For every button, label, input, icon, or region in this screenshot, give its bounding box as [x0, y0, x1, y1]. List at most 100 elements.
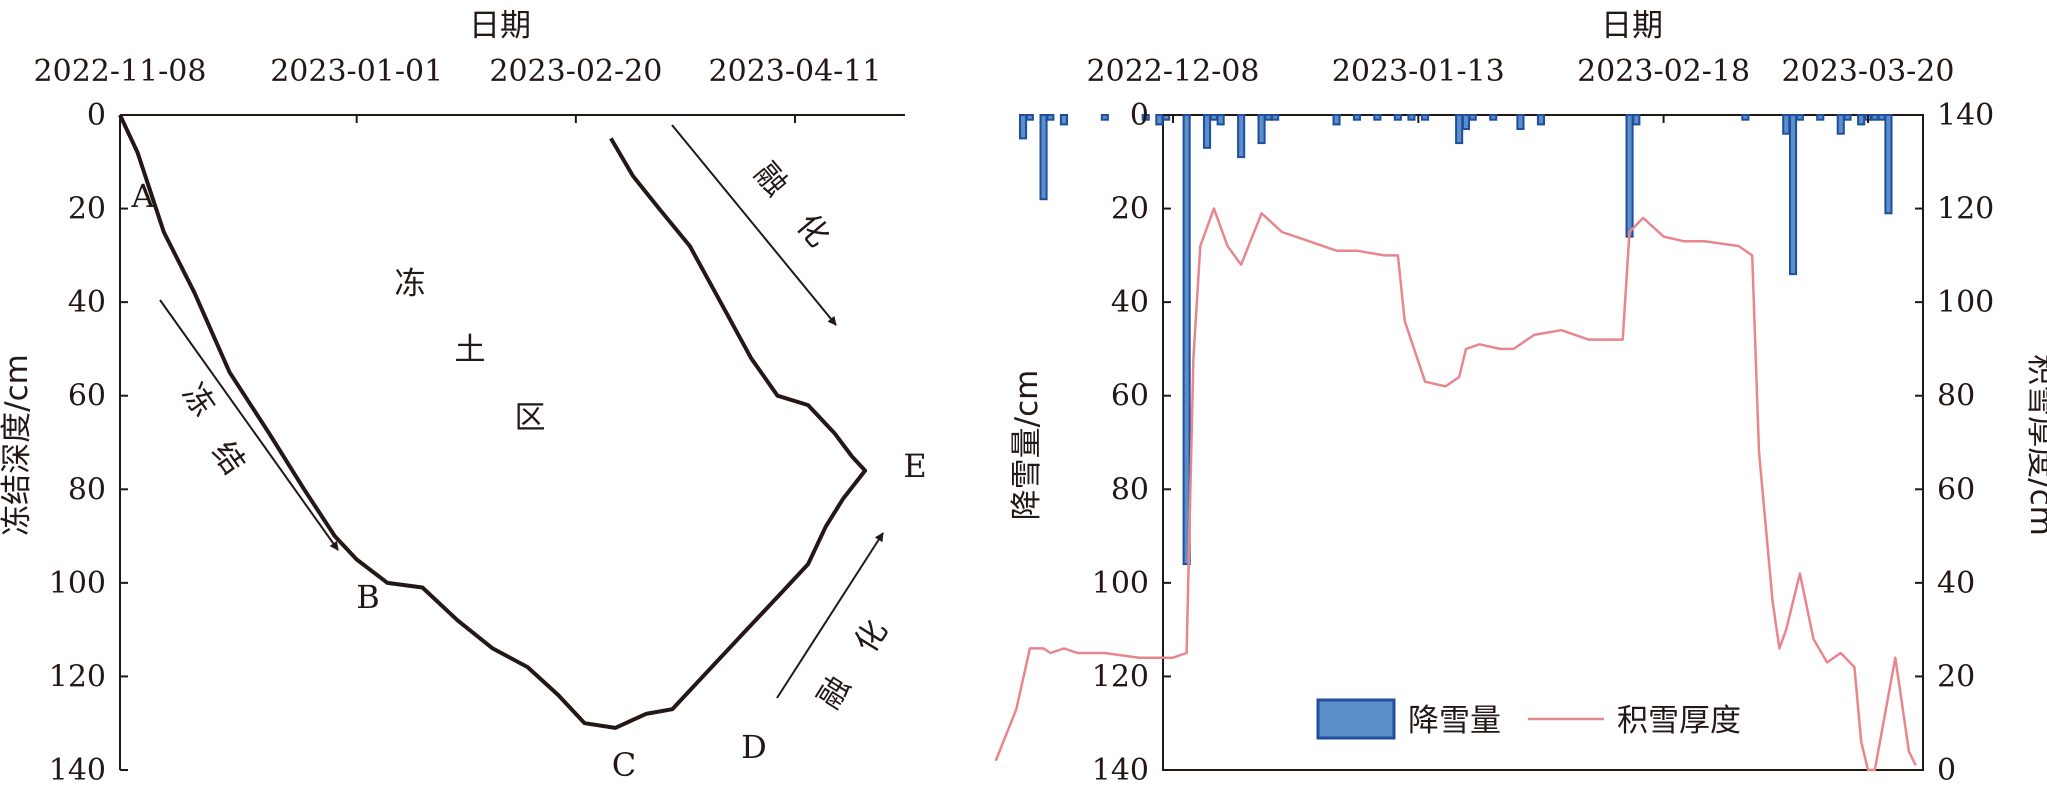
snowfall-bar [1156, 115, 1162, 124]
right-x-ticks: 2022-12-08 2023-01-13 2023-02-18 2023-03-20 [1087, 54, 1955, 123]
legend: 降雪量 积雪厚度 [1318, 700, 1741, 739]
snowfall-bar [1395, 115, 1401, 120]
melt-top-label-char-1: 融 [747, 156, 795, 203]
left-y-tick-label: 60 [68, 379, 106, 414]
right-plot-frame [1163, 115, 1923, 770]
right-right-y-tick-label: 100 [1937, 285, 1994, 320]
freeze-label-char-1: 冻 [175, 377, 222, 423]
snowfall-bar [1858, 115, 1864, 124]
snowfall-bar [1783, 115, 1789, 134]
snowfall-bar [1742, 115, 1748, 120]
snowfall-bar [1061, 115, 1067, 124]
left-y-tick-label: 0 [87, 98, 106, 133]
legend-snowfall-label: 降雪量 [1408, 703, 1501, 739]
left-x-axis-label: 日期 [469, 8, 531, 44]
snowfall-bar [1204, 115, 1210, 148]
left-y-tick-label: 140 [49, 753, 106, 787]
right-left-y-tick-label: 40 [1111, 285, 1149, 320]
right-left-y-tick-label: 120 [1092, 659, 1149, 694]
point-label-b: B [356, 578, 380, 616]
melt-bottom-label-char-2: 化 [848, 614, 895, 659]
left-y-tick-label: 120 [49, 659, 106, 694]
snowfall-bar [1838, 115, 1844, 134]
left-x-ticks: 2022-11-08 2023-01-01 2023-02-20 2023-04-11 [34, 54, 882, 123]
right-left-y-tick-label: 140 [1092, 753, 1149, 787]
snowfall-bar [1259, 115, 1265, 143]
left-x-tick-label: 2023-02-20 [489, 54, 662, 89]
snowfall-bar [1817, 115, 1823, 120]
snowfall-bar [1456, 115, 1462, 143]
snowfall-bar [1470, 115, 1476, 120]
right-x-axis-label: 日期 [1601, 8, 1663, 44]
right-left-y-tick-label: 60 [1111, 379, 1149, 414]
snowfall-bar [1027, 115, 1033, 120]
point-label-a: A [130, 177, 155, 215]
snowfall-bar [1538, 115, 1544, 124]
left-y-tick-label: 100 [49, 566, 106, 601]
left-x-tick-label: 2023-01-01 [270, 54, 443, 89]
left-y-tick-label: 40 [68, 285, 106, 320]
snowfall-bar [1463, 115, 1469, 129]
frozen-soil-boundary-line [120, 115, 865, 728]
freeze-label-char-2: 结 [205, 435, 252, 481]
right-right-y-tick-label: 120 [1937, 192, 1994, 227]
snowfall-bar [1885, 115, 1891, 213]
snowfall-bar [1238, 115, 1244, 157]
left-x-tick-label: 2022-11-08 [34, 54, 207, 89]
left-y-axis-label: 冻结深度/cm [0, 354, 35, 536]
snowfall-bar [1790, 115, 1796, 274]
snowfall-bar [1218, 115, 1224, 124]
snowfall-bar [1047, 115, 1053, 120]
snowfall-bar [1020, 115, 1026, 138]
melt-top-label-char-2: 化 [789, 207, 837, 254]
right-left-y-tick-label: 20 [1111, 192, 1149, 227]
snowfall-bar [1041, 115, 1047, 199]
right-left-y-tick-label: 0 [1130, 98, 1149, 133]
snowfall-bar [1334, 115, 1340, 124]
right-x-tick-label: 2022-12-08 [1087, 54, 1260, 89]
snowfall-bar [1408, 115, 1414, 120]
right-left-y-tick-label: 100 [1092, 566, 1149, 601]
right-left-y-ticks: 0 20 40 60 80 100 120 140 [1092, 98, 1171, 787]
snowfall-bars [1020, 115, 1892, 564]
right-right-y-tick-label: 20 [1937, 659, 1975, 694]
snowfall-bar [1102, 115, 1108, 120]
snowfall-bar [1422, 115, 1428, 120]
snowfall-bar [1211, 115, 1217, 120]
snowfall-bar [1633, 115, 1639, 124]
legend-snow-depth-label: 积雪厚度 [1617, 703, 1741, 739]
legend-snowfall-swatch [1318, 700, 1394, 738]
left-x-tick-label: 2023-04-11 [709, 54, 882, 89]
right-chart: 2022-12-08 2023-01-13 2023-02-18 2023-03-20… [996, 8, 2047, 787]
right-x-tick-label: 2023-01-13 [1332, 54, 1505, 89]
right-left-y-axis-label: 降雪量/cm [1009, 370, 1045, 521]
snowfall-bar [1490, 115, 1496, 120]
right-left-y-tick-label: 80 [1111, 472, 1149, 507]
left-y-ticks: 0 20 40 60 80 100 120 140 [49, 98, 128, 787]
left-y-tick-label: 80 [68, 472, 106, 507]
right-x-tick-label: 2023-03-20 [1782, 54, 1955, 89]
point-label-d: D [741, 728, 767, 766]
snowfall-bar [1879, 115, 1885, 120]
region-label-char-1: 冻 [395, 266, 426, 302]
snowfall-bar [1872, 115, 1878, 120]
region-label-char-3: 区 [515, 400, 546, 436]
snowfall-bar [1627, 115, 1633, 237]
melt-bottom-label-char-1: 融 [811, 670, 858, 715]
snowfall-bar [1354, 115, 1360, 120]
snowfall-bar [1374, 115, 1380, 120]
snowfall-bar [1517, 115, 1523, 129]
snowfall-bar [1845, 115, 1851, 120]
right-right-y-axis-label: 积雪厚度/cm [2023, 354, 2047, 536]
snowfall-bar [1797, 115, 1803, 120]
left-y-tick-label: 20 [68, 192, 106, 227]
left-chart: 2022-11-08 2023-01-01 2023-02-20 2023-04-11… [0, 8, 927, 787]
right-right-y-tick-label: 140 [1937, 98, 1994, 133]
right-right-y-ticks: 140120100806040200 [1915, 98, 1994, 787]
snowfall-bar [1184, 115, 1190, 564]
point-label-e: E [903, 447, 926, 485]
region-label-char-2: 土 [455, 332, 486, 368]
right-right-y-tick-label: 60 [1937, 472, 1975, 507]
